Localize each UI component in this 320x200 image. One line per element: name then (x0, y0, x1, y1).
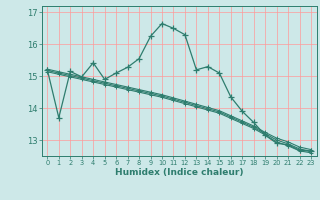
X-axis label: Humidex (Indice chaleur): Humidex (Indice chaleur) (115, 168, 244, 177)
